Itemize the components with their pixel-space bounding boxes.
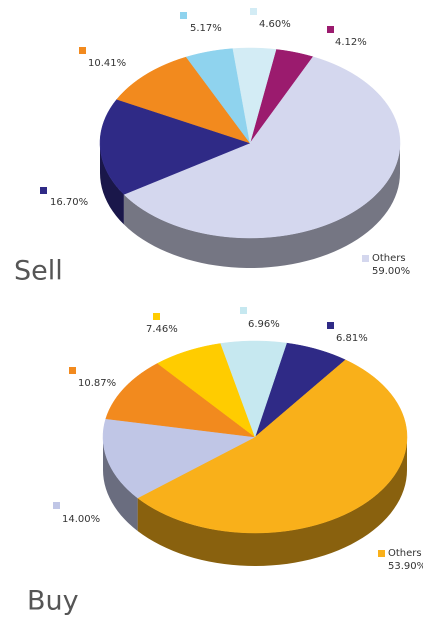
legend-swatch [250,8,257,15]
slice-value-label: 6.81% [336,333,368,344]
legend-swatch [327,26,334,33]
legend-swatch [180,12,187,19]
slice [105,363,256,438]
slice-value-label: 6.96% [248,319,280,330]
slice-value-label: 14.00% [62,514,100,525]
slice-value-label: 16.70% [50,197,88,208]
slice-side [137,437,407,566]
slice-name: Others [372,253,406,264]
slice-side [100,143,124,225]
slice-value-label: 7.46% [146,324,178,335]
slice [116,56,251,144]
slice [137,359,408,534]
slice-value-label: 10.87% [78,378,116,389]
slice [254,342,346,438]
slice [249,49,314,144]
slice [232,47,277,144]
legend-swatch [327,322,334,329]
chart-title: Buy [27,586,79,617]
slice-side [123,143,401,268]
slice [220,340,287,438]
legend-swatch [53,502,60,509]
slice [99,99,251,195]
slice-side [103,437,138,531]
slice-value-label: 4.12% [335,37,367,48]
slice-value-label: 59.00% [372,266,410,277]
legend-swatch [69,367,76,374]
legend-swatch [240,307,247,314]
slice-value-label: 5.17% [190,23,222,34]
slice [157,343,256,438]
slice-value-label: 10.41% [88,58,126,69]
legend-swatch [362,255,369,262]
slice [185,48,251,144]
slice-name: Others [388,548,422,559]
slice [123,56,401,239]
legend-swatch [79,47,86,54]
slice-value-label: 4.60% [259,19,291,30]
chart-title: Sell [14,256,63,287]
legend-swatch [378,550,385,557]
slice [102,418,256,499]
slice-value-label: 53.90% [388,561,423,572]
legend-swatch [153,313,160,320]
legend-swatch [40,187,47,194]
